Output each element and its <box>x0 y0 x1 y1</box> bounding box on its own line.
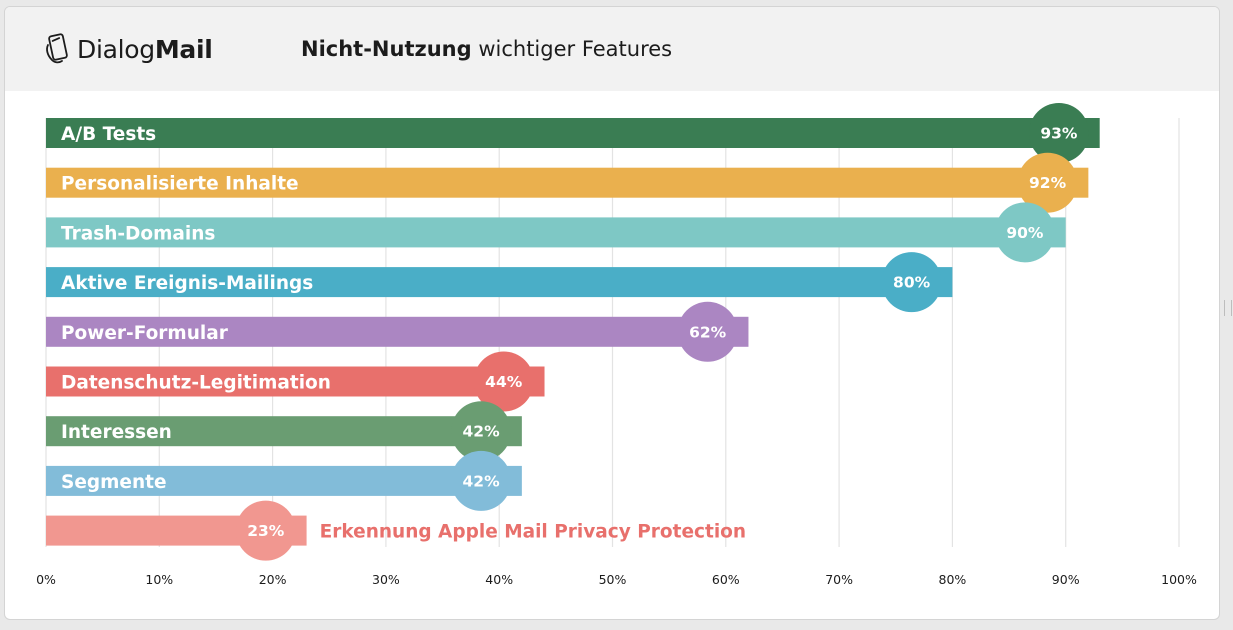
value-bubble <box>451 450 512 511</box>
bar-chart: 0% 10% 20% 30% 40% 50% 60% 70% 80% 90% 100% A/B Tes… <box>36 103 1197 587</box>
header: DialogMail Nicht-Nutzung wichtiger Featu… <box>5 7 1219 91</box>
bar <box>46 416 522 447</box>
data-label: 62% <box>689 323 727 341</box>
bar <box>46 217 1066 248</box>
bar <box>46 316 749 347</box>
value-bubble <box>994 202 1055 263</box>
data-label: 23% <box>247 522 285 540</box>
x-tick-label: 40% <box>485 572 513 587</box>
x-tick-label: 30% <box>372 572 400 587</box>
value-bubble <box>235 500 296 561</box>
value-bubble <box>881 252 942 313</box>
data-label: 42% <box>463 423 501 441</box>
chart-title: Nicht-Nutzung wichtiger Features <box>301 37 673 61</box>
data-label: 42% <box>463 472 501 490</box>
bar-label: Interessen <box>61 422 172 443</box>
x-tick-label: 100% <box>1161 572 1197 587</box>
x-tick-label: 20% <box>259 572 287 587</box>
brand-name: DialogMail <box>77 34 213 64</box>
data-label: 92% <box>1029 174 1067 192</box>
bar-label: Segmente <box>61 472 167 493</box>
data-label: 93% <box>1040 125 1078 143</box>
data-label: 80% <box>893 274 931 292</box>
value-bubble <box>677 301 738 362</box>
bar <box>46 167 1089 198</box>
bar-label: Aktive Ereignis-Mailings <box>61 273 313 294</box>
x-tick-label: 10% <box>145 572 173 587</box>
bar-label: A/B Tests <box>61 124 156 145</box>
x-tick-label: 50% <box>599 572 627 587</box>
data-label: 44% <box>485 373 523 391</box>
value-bubble <box>1017 152 1078 213</box>
bar-label: Power-Formular <box>61 323 229 344</box>
value-bubble <box>451 401 512 462</box>
value-bubble <box>1028 103 1089 163</box>
bar-label: Trash-Domains <box>61 223 215 244</box>
phone-logo-icon <box>46 33 68 64</box>
x-tick-label: 80% <box>939 572 967 587</box>
bar-label: Personalisierte Inhalte <box>61 174 299 195</box>
x-tick-label: 70% <box>825 572 853 587</box>
chart-frame: DialogMail Nicht-Nutzung wichtiger Featu… <box>4 6 1220 620</box>
x-tick-label: 90% <box>1052 572 1080 587</box>
logo: DialogMail <box>45 29 213 69</box>
bar-label: Datenschutz-Legitimation <box>61 373 331 394</box>
value-bubble <box>473 351 534 412</box>
x-tick-label: 0% <box>36 572 56 587</box>
bar <box>46 366 545 397</box>
bar-label: Erkennung Apple Mail Privacy Protection <box>320 522 746 543</box>
x-tick-label: 60% <box>712 572 740 587</box>
resize-handle[interactable] <box>1224 300 1232 316</box>
bar <box>46 465 522 496</box>
bar <box>46 267 953 298</box>
bar <box>46 118 1100 148</box>
data-label: 90% <box>1006 224 1044 242</box>
